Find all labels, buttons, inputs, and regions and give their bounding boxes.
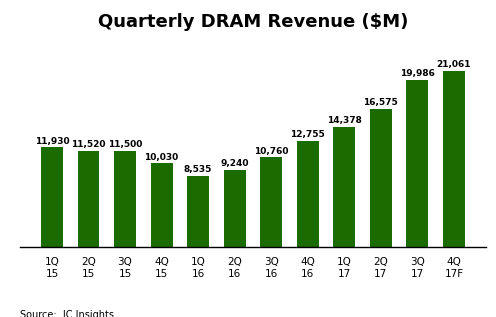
- Text: 8,535: 8,535: [184, 165, 212, 174]
- Bar: [260, 157, 282, 247]
- Bar: [370, 108, 392, 247]
- Text: 10,030: 10,030: [144, 153, 179, 162]
- Title: Quarterly DRAM Revenue ($M): Quarterly DRAM Revenue ($M): [98, 13, 408, 31]
- Bar: [443, 71, 465, 247]
- Text: 14,378: 14,378: [327, 116, 362, 125]
- Bar: [297, 140, 319, 247]
- Bar: [77, 151, 100, 247]
- Bar: [114, 151, 136, 247]
- Text: 16,575: 16,575: [364, 98, 398, 107]
- Text: Source:  IC Insights: Source: IC Insights: [20, 310, 114, 317]
- Bar: [187, 176, 209, 247]
- Bar: [333, 127, 355, 247]
- Text: 11,520: 11,520: [71, 140, 106, 149]
- Text: 9,240: 9,240: [220, 159, 249, 168]
- Text: 10,760: 10,760: [254, 146, 289, 156]
- Bar: [41, 147, 63, 247]
- Text: 11,930: 11,930: [35, 137, 69, 146]
- Bar: [406, 80, 429, 247]
- Bar: [151, 163, 173, 247]
- Bar: [224, 170, 246, 247]
- Text: 12,755: 12,755: [290, 130, 325, 139]
- Text: 21,061: 21,061: [436, 60, 471, 69]
- Text: 11,500: 11,500: [108, 140, 142, 149]
- Text: 19,986: 19,986: [400, 69, 435, 78]
